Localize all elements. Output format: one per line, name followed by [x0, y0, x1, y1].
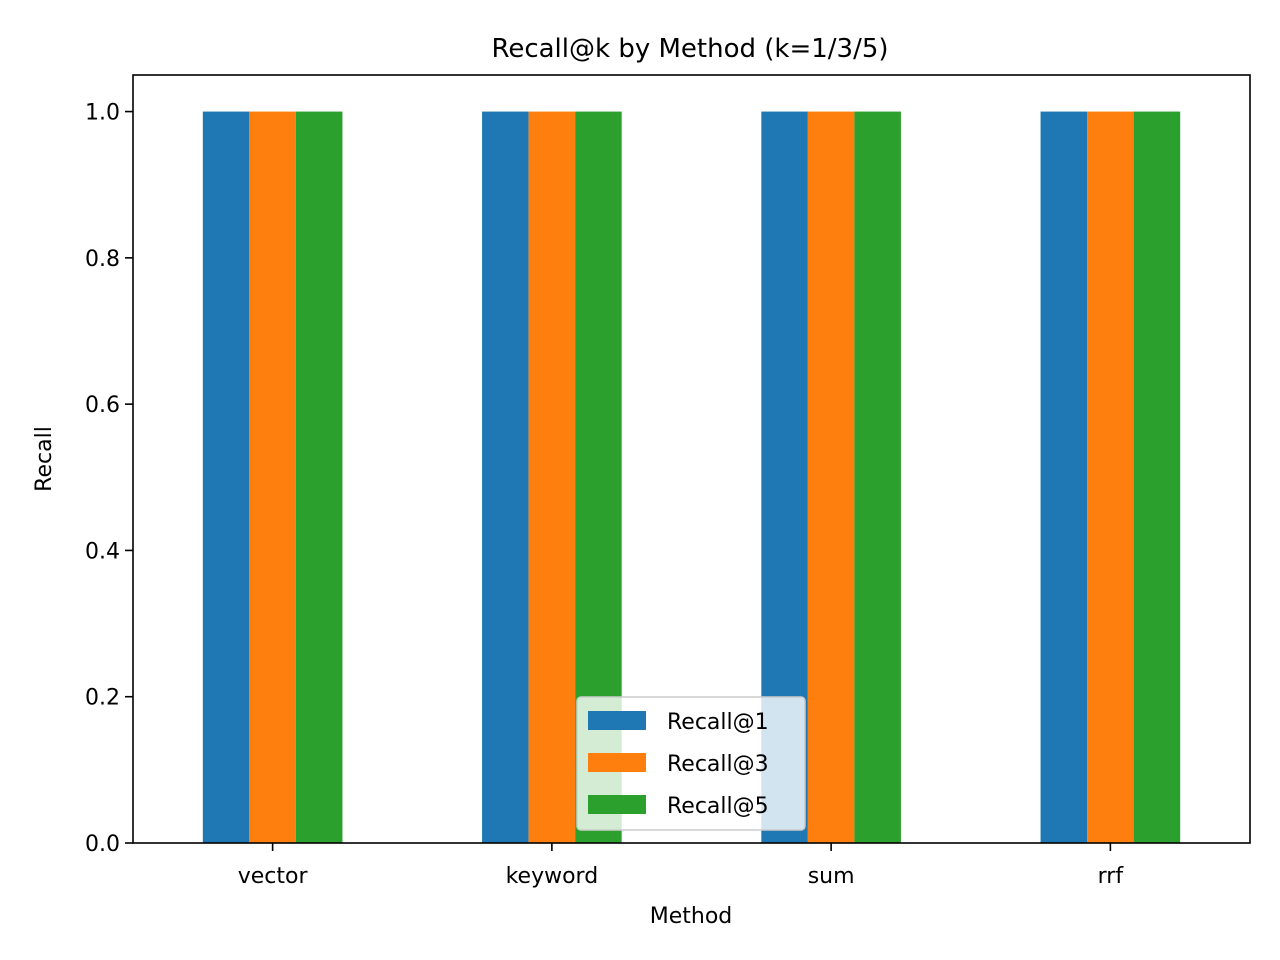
- x-axis: vector keyword sum rrf: [238, 843, 1125, 889]
- y-axis-title: Recall: [32, 426, 57, 492]
- bar-keyword-recall-at-1: [482, 111, 529, 843]
- y-tick-label: 0.8: [85, 247, 120, 272]
- x-tick-label: sum: [808, 864, 855, 889]
- y-tick-label: 0.2: [85, 686, 120, 711]
- bar-rrf-recall-at-5: [1133, 111, 1181, 843]
- y-tick-label: 0.0: [85, 832, 120, 857]
- bar-rrf-recall-at-1: [1040, 111, 1088, 843]
- legend-label: Recall@3: [667, 752, 769, 777]
- bars-group: [202, 111, 1181, 843]
- bar-sum-recall-at-5: [854, 111, 901, 843]
- x-tick-label: keyword: [506, 864, 599, 889]
- legend-label: Recall@5: [667, 794, 769, 819]
- bar-keyword-recall-at-3: [528, 111, 576, 843]
- bar-vector-recall-at-1: [202, 111, 250, 843]
- bar-vector-recall-at-3: [249, 111, 296, 843]
- y-tick-label: 0.4: [85, 539, 120, 564]
- legend-label: Recall@1: [667, 710, 769, 735]
- legend-swatch: [588, 711, 646, 730]
- y-tick-label: 1.0: [85, 101, 120, 126]
- legend-swatch: [588, 795, 646, 814]
- chart-title: Recall@k by Method (k=1/3/5): [491, 34, 888, 64]
- legend-swatch: [588, 753, 646, 772]
- x-tick-label: vector: [238, 864, 309, 889]
- y-axis: 0.0 0.2 0.4 0.6 0.8 1.0: [85, 101, 133, 857]
- legend: Recall@1 Recall@3 Recall@5: [576, 696, 806, 831]
- y-tick-label: 0.6: [85, 393, 120, 418]
- bar-vector-recall-at-5: [295, 111, 343, 843]
- plot-frame: [132, 74, 1251, 844]
- bar-rrf-recall-at-3: [1087, 111, 1134, 843]
- bar-sum-recall-at-3: [807, 111, 855, 843]
- x-axis-title: Method: [650, 904, 733, 929]
- x-tick-label: rrf: [1098, 864, 1125, 889]
